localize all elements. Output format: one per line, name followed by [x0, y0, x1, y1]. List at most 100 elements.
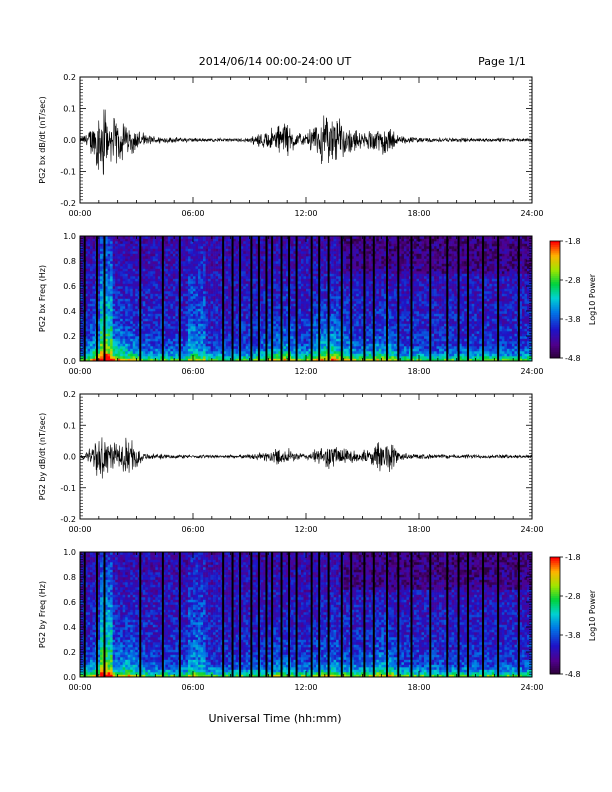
spectrogram-cell	[213, 348, 216, 352]
spectrogram-cell	[112, 276, 116, 279]
spectrogram-cell	[130, 246, 134, 249]
spectrogram-cell	[268, 253, 272, 257]
spectrogram-cell	[127, 296, 131, 299]
spectrogram-cell	[283, 251, 287, 254]
spectrogram-cell	[200, 336, 204, 339]
spectrogram-cell	[85, 241, 88, 244]
spectrogram-cell	[110, 243, 113, 247]
spectrogram-cell	[97, 253, 101, 257]
spectrogram-cell	[285, 331, 289, 334]
spectrogram-cell	[187, 358, 191, 362]
spectrogram-cell	[220, 353, 224, 357]
spectrogram-cell	[160, 263, 164, 267]
spectrogram-cell	[155, 313, 159, 317]
spectrogram-cell	[255, 291, 259, 294]
spectrogram-cell	[243, 323, 247, 327]
spectrogram-cell	[283, 248, 287, 252]
spectrogram-cell	[290, 281, 294, 284]
spectrogram-cell	[253, 323, 257, 327]
spectrogram-cell	[160, 341, 164, 344]
spectrogram-cell	[263, 326, 267, 329]
spectrogram-cell	[170, 253, 174, 257]
spectrogram-cell	[321, 268, 324, 272]
spectrogram-cell	[215, 273, 219, 277]
spectrogram-cell	[157, 256, 161, 259]
spectrogram-cell	[145, 246, 149, 249]
spectrogram-cell	[97, 318, 101, 322]
spectrogram-cell	[157, 253, 161, 257]
spectrogram-cell	[293, 268, 297, 272]
spectrogram-cell	[255, 356, 259, 359]
spectrogram-cell	[190, 351, 194, 354]
spectrogram-cell	[190, 298, 194, 302]
spectrogram-cell	[172, 258, 176, 262]
spectrogram-cell	[300, 346, 304, 349]
spectrogram-cell	[145, 313, 149, 317]
spectrogram-cell	[215, 326, 219, 329]
spectrogram-cell	[218, 346, 221, 349]
spectrogram-cell	[150, 323, 154, 327]
spectrogram-cell	[85, 261, 88, 264]
spectrogram-cell	[142, 268, 146, 272]
spectrogram-cell	[157, 326, 161, 329]
spectrogram-cell	[213, 241, 216, 244]
spectrogram-cell	[105, 251, 108, 254]
spectrogram-cell	[260, 311, 264, 314]
spectrogram-cell	[253, 273, 257, 277]
spectrogram-cell	[130, 278, 134, 282]
spectrogram-cell	[142, 258, 146, 262]
spectrogram-cell	[268, 328, 272, 332]
spectrogram-cell	[120, 308, 123, 312]
spectrogram-cell	[122, 321, 126, 324]
spectrogram-cell	[215, 248, 219, 252]
spectrogram-cell	[140, 256, 144, 259]
spectrogram-cell	[185, 341, 189, 344]
spectrogram-cell	[205, 318, 209, 322]
spectrogram-cell	[245, 268, 249, 272]
spectrogram-cell	[255, 348, 259, 352]
spectrogram-cell	[316, 266, 319, 269]
spectrogram-cell	[321, 323, 324, 327]
spectrogram-cell	[308, 273, 312, 277]
spectrogram-cell	[182, 253, 186, 257]
spectrogram-cell	[142, 238, 146, 242]
spectrogram-cell	[253, 303, 257, 307]
spectrogram-cell	[290, 293, 294, 297]
spectrogram-cell	[105, 303, 108, 307]
spectrogram-cell	[243, 293, 247, 297]
spectrogram-cell	[321, 336, 324, 339]
spectrogram-cell	[145, 278, 149, 282]
spectrogram-cell	[172, 341, 176, 344]
spectrogram-cell	[92, 238, 96, 242]
spectrogram-cell	[107, 236, 111, 239]
spectrogram-cell	[115, 296, 118, 299]
spectrogram-cell	[182, 238, 186, 242]
spectrogram-cell	[92, 281, 96, 284]
spectrogram-cell	[268, 353, 272, 357]
spectrogram-cell	[142, 236, 146, 239]
spectrogram-cell	[303, 308, 307, 312]
spectrogram-cell	[210, 311, 214, 314]
spectrogram-cell	[92, 333, 96, 337]
spectrogram-cell	[290, 341, 294, 344]
spectrogram-cell	[170, 251, 174, 254]
spectrogram-cell	[120, 313, 123, 317]
spectrogram-cell	[218, 288, 221, 292]
spectrogram-cell	[172, 331, 176, 334]
spectrogram-cell	[110, 346, 113, 349]
spectrogram-cell	[85, 321, 88, 324]
spectrogram-cell	[157, 293, 161, 297]
spectrogram-cell	[90, 341, 93, 344]
spectrogram-cell	[300, 351, 304, 354]
spectrogram-cell	[182, 343, 186, 347]
spectrogram-cell	[135, 323, 139, 327]
spectrogram-cell	[245, 283, 249, 287]
spectrogram-cell	[170, 306, 174, 309]
spectrogram-cell	[273, 351, 277, 354]
spectrogram-cell	[87, 308, 91, 312]
spectrogram-cell	[233, 336, 236, 339]
spectrogram-cell	[198, 353, 201, 357]
spectrogram-cell	[185, 236, 189, 239]
spectrogram-cell	[248, 343, 252, 347]
spectrogram-cell	[160, 251, 164, 254]
